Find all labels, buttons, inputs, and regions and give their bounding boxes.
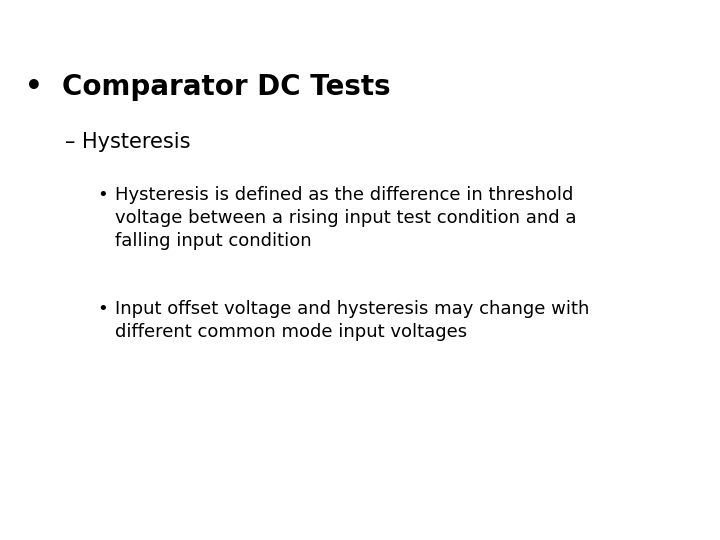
Text: Input offset voltage and hysteresis may change with
different common mode input : Input offset voltage and hysteresis may … <box>115 300 590 341</box>
Text: •: • <box>97 186 108 204</box>
Text: •  Comparator DC Tests: • Comparator DC Tests <box>25 73 391 101</box>
Text: •: • <box>97 300 108 318</box>
Text: Hysteresis is defined as the difference in threshold
voltage between a rising in: Hysteresis is defined as the difference … <box>115 186 577 250</box>
Text: – Hysteresis: – Hysteresis <box>65 132 190 152</box>
